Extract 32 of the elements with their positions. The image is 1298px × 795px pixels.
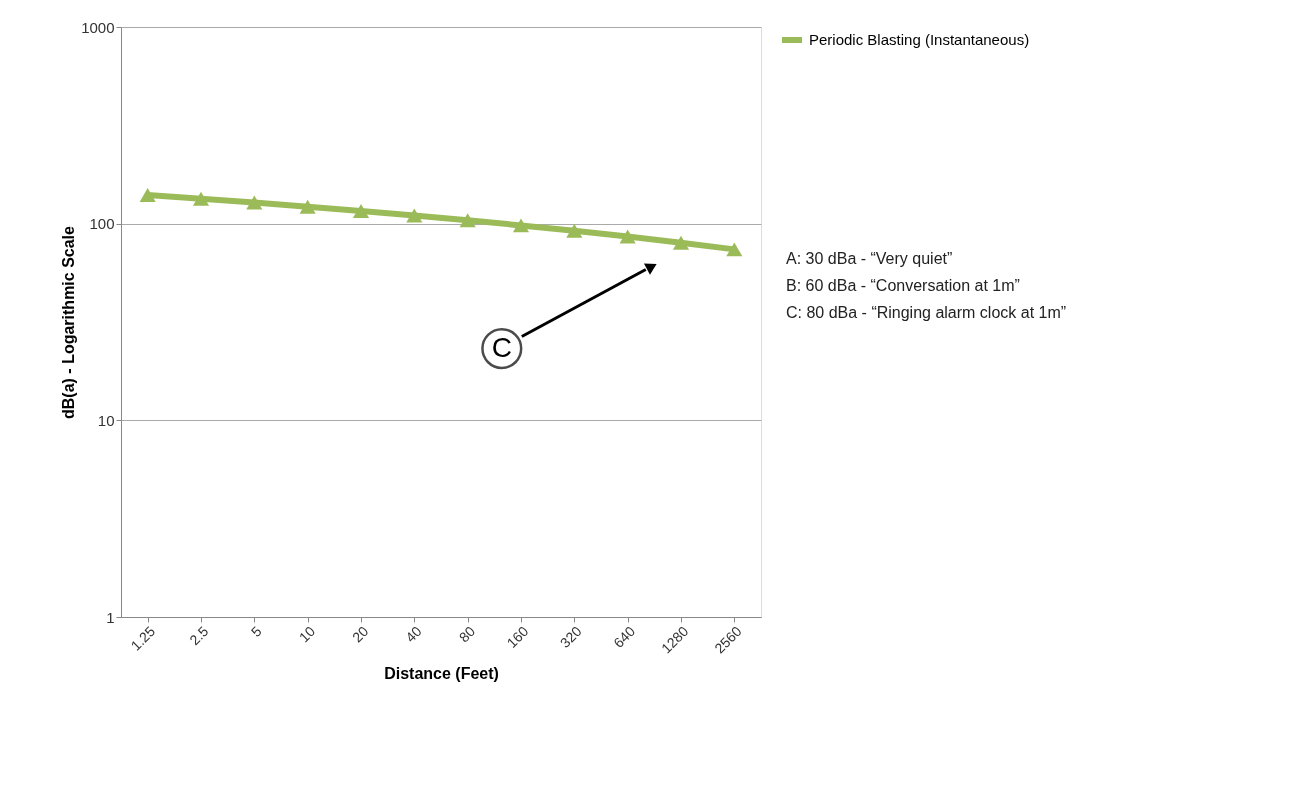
point — [459, 213, 476, 228]
point — [352, 204, 370, 218]
point — [139, 187, 156, 202]
point — [406, 208, 423, 223]
point — [619, 229, 636, 244]
text: A: 30 dBa - “Very quiet” — [786, 249, 953, 267]
y-tick-label: 1 — [106, 608, 115, 626]
annotation: C — [491, 331, 512, 363]
x-tick-label: 20 — [349, 622, 372, 646]
x-tick-label: 40 — [402, 622, 425, 646]
point — [192, 191, 210, 206]
y-tick-label: 10 — [97, 411, 115, 429]
legend-label: Periodic Blasting (Instantaneous) — [809, 31, 1030, 48]
y-tick-label: 1000 — [81, 18, 115, 36]
point — [672, 235, 690, 250]
x-tick-label: 640 — [610, 622, 639, 651]
text: C: 80 dBa - “Ringing alarm clock at 1m” — [786, 303, 1067, 321]
point — [512, 218, 530, 233]
point — [246, 195, 263, 210]
x-tick-label: 2.5 — [186, 622, 212, 649]
x-axis-title: Distance (Feet) — [384, 665, 499, 683]
y-axis-title: dB(a) - Logarithmic Scale — [60, 225, 78, 419]
x-tick-label: 10 — [295, 622, 319, 646]
text: B: 60 dBa - “Conversation at 1m” — [786, 276, 1020, 294]
x-tick-label: 80 — [455, 622, 479, 646]
point — [299, 199, 316, 214]
x-tick-label: 160 — [503, 622, 532, 651]
y-tick-label: 100 — [89, 215, 115, 233]
x-tick-label: 320 — [556, 622, 585, 651]
x-tick-label: 5 — [247, 622, 265, 640]
point — [726, 242, 743, 257]
point — [566, 223, 583, 238]
